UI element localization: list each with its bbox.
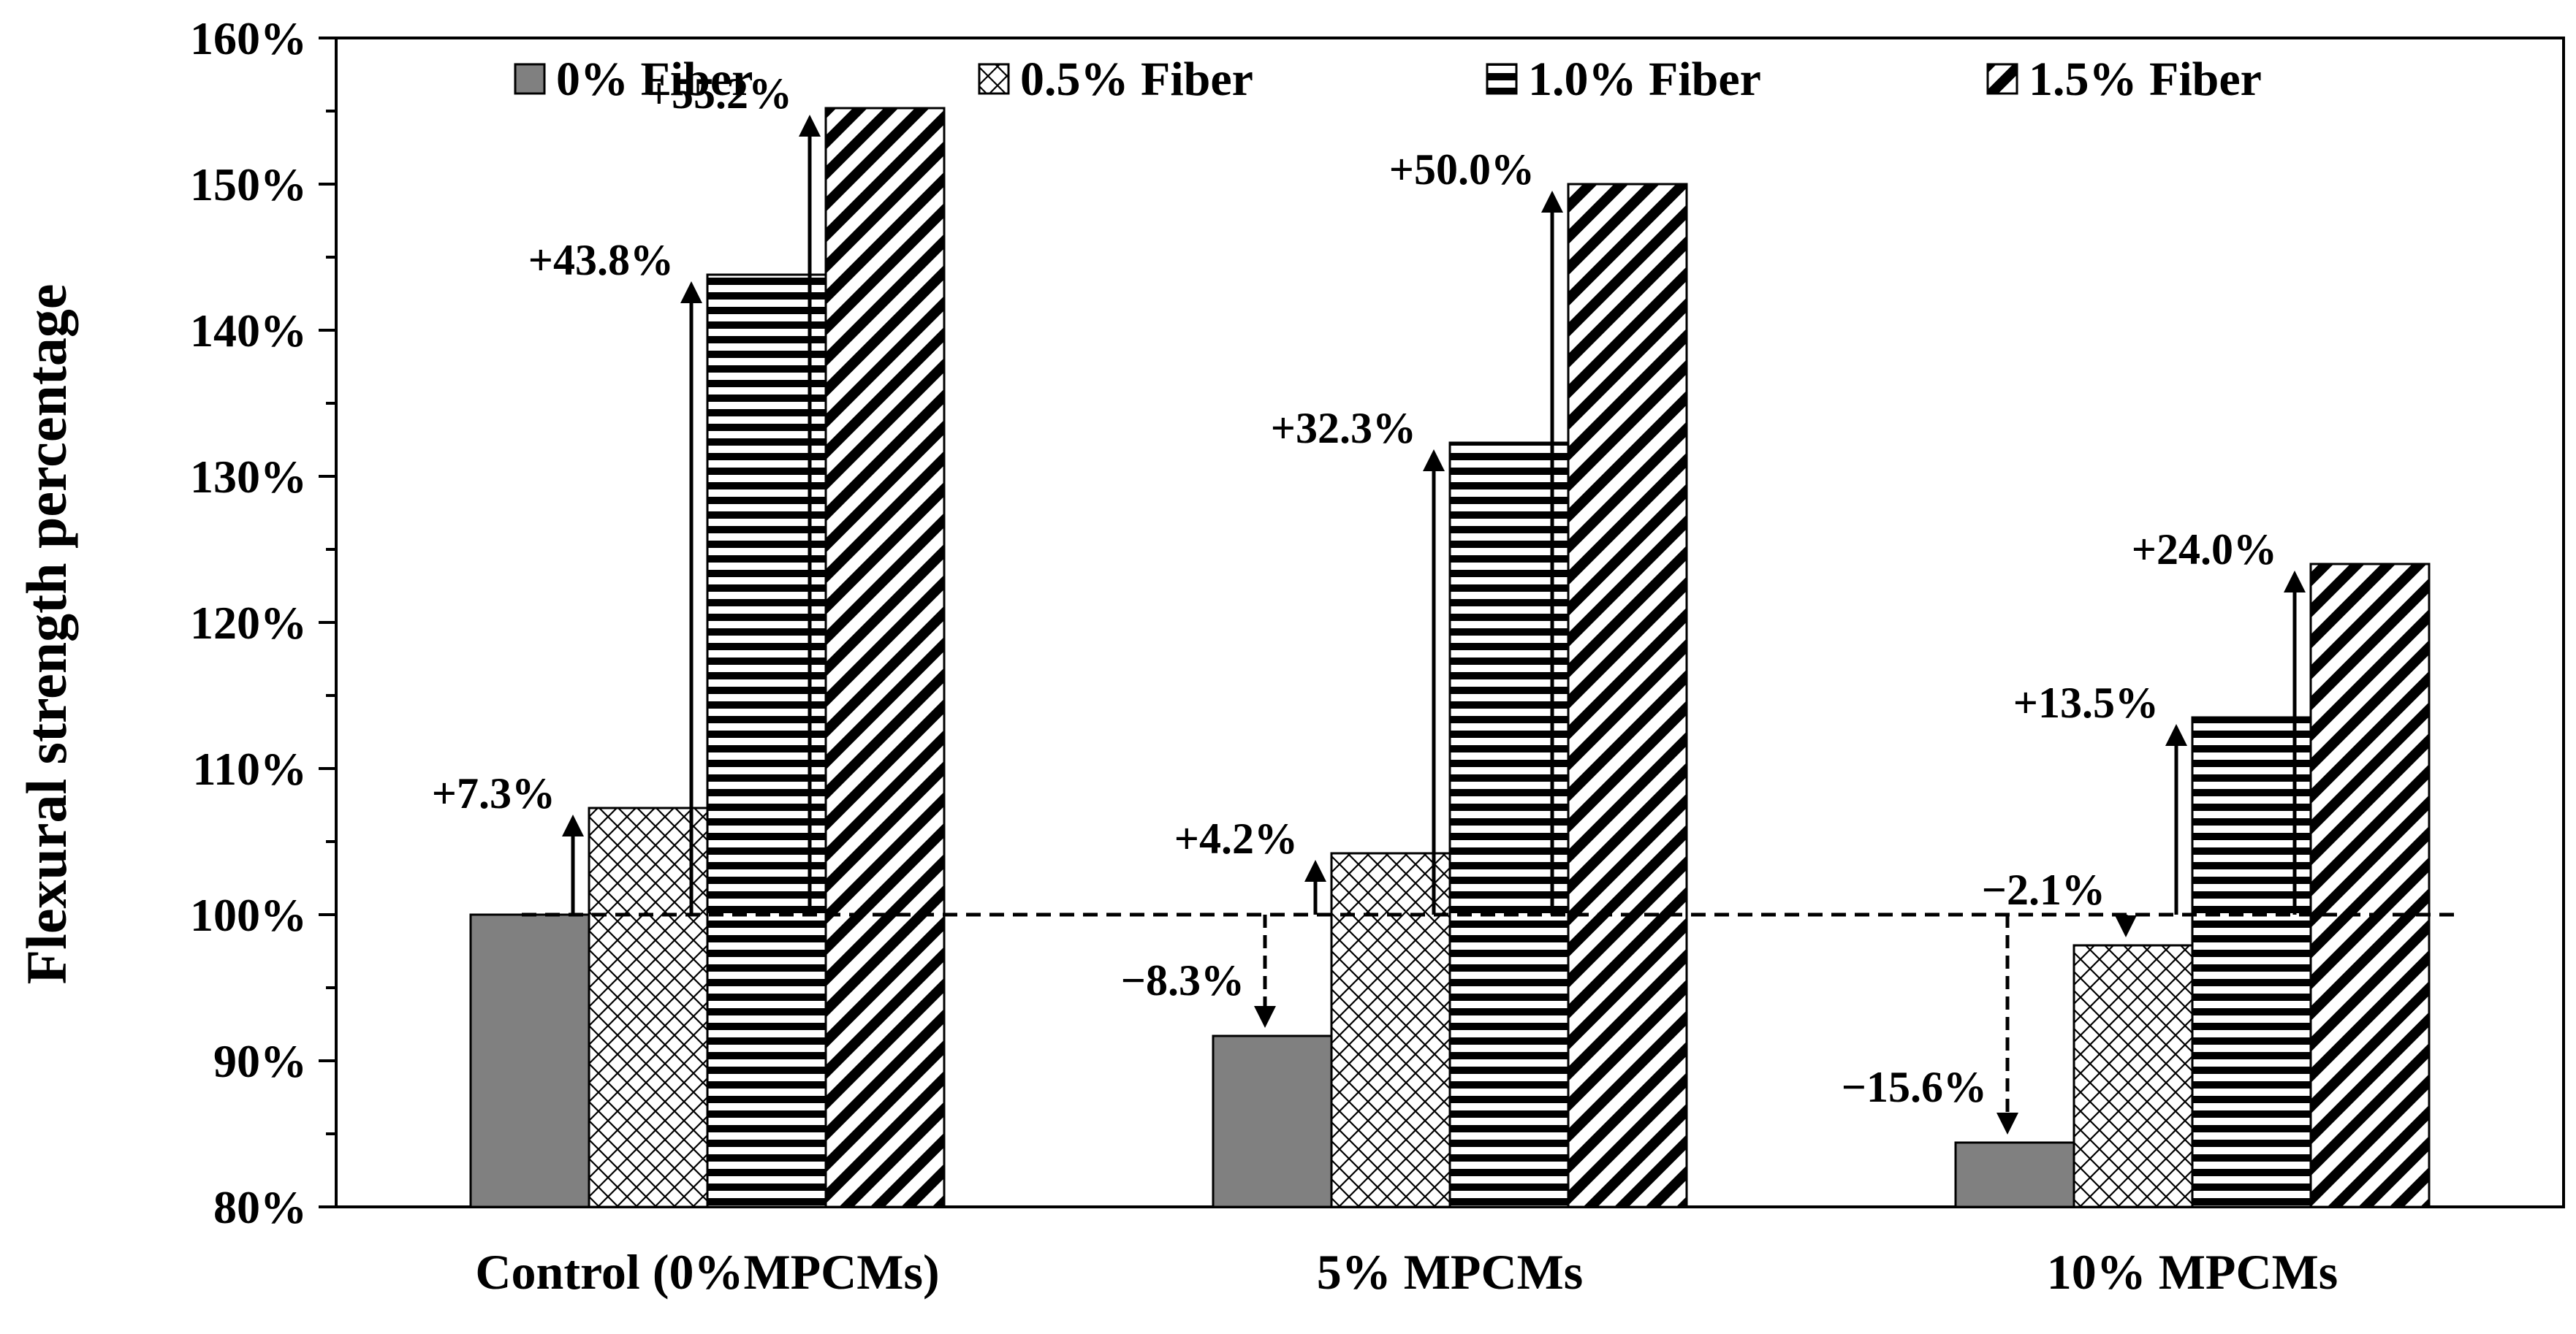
change-label: −15.6% xyxy=(1842,1063,1987,1111)
change-label: +7.3% xyxy=(432,769,555,817)
change-label: +24.0% xyxy=(2132,525,2277,573)
legend-swatch-4 xyxy=(1986,63,2018,95)
category-label: 10% MPCMs xyxy=(2047,1244,2338,1300)
bar-3-2 xyxy=(2072,944,2194,1208)
y-tick-label: 110% xyxy=(193,743,307,795)
legend-label: 1.0% Fiber xyxy=(1528,53,1761,106)
y-tick-label: 120% xyxy=(190,597,307,649)
y-tick-label: 140% xyxy=(190,305,307,357)
y-tick-label: 90% xyxy=(213,1035,307,1087)
y-tick-label: 150% xyxy=(190,159,307,210)
legend-swatch-1 xyxy=(514,63,546,95)
bar-1-4 xyxy=(824,107,946,1208)
change-label: +13.5% xyxy=(2013,679,2159,727)
y-tick-label: 160% xyxy=(190,12,307,64)
legend-label: 0% Fiber xyxy=(556,53,753,106)
y-axis-title: Flexural strength percentage xyxy=(15,284,78,985)
bar-3-3 xyxy=(2191,716,2312,1208)
bar-3-1 xyxy=(1954,1141,2075,1208)
change-label: +50.0% xyxy=(1389,145,1535,194)
y-tick-label: 80% xyxy=(213,1181,307,1233)
bar-2-3 xyxy=(1448,441,1570,1208)
legend-label: 1.5% Fiber xyxy=(2029,53,2262,106)
bar-1-1 xyxy=(469,913,590,1208)
category-label: Control (0%MPCMs) xyxy=(475,1244,939,1300)
category-label: 5% MPCMs xyxy=(1317,1244,1583,1300)
y-tick-label: 100% xyxy=(190,889,307,941)
plot-area: 80% 90% 100% 110% 120% 130% 140% 150% 160% Contro… xyxy=(190,12,2565,1300)
bar-3-4 xyxy=(2309,563,2431,1208)
bar-2-4 xyxy=(1567,183,1688,1208)
change-label: +32.3% xyxy=(1271,404,1416,452)
change-label: −8.3% xyxy=(1121,956,1245,1005)
change-label: +43.8% xyxy=(528,236,674,284)
change-label: +55.2% xyxy=(647,69,792,118)
legend-swatch-2 xyxy=(978,63,1010,95)
y-tick-label: 130% xyxy=(190,451,307,503)
bar-1-3 xyxy=(706,273,827,1208)
change-label: +4.2% xyxy=(1174,815,1298,863)
bar-2-1 xyxy=(1212,1034,1333,1208)
legend-swatch-3 xyxy=(1486,63,1518,95)
change-label: −2.1% xyxy=(1982,866,2105,914)
legend-label: 0.5% Fiber xyxy=(1020,53,1253,106)
